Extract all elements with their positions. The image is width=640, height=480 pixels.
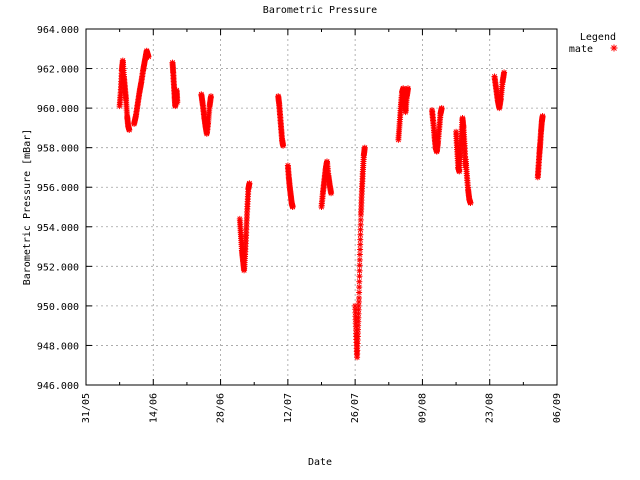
data-point xyxy=(438,105,445,112)
data-point xyxy=(357,231,364,238)
data-point xyxy=(501,69,508,76)
y-tick-label: 956.000 xyxy=(37,183,79,194)
y-axis-ticks: 946.000 948.000 950.000 952.000 954.000 956.0… xyxy=(37,25,557,392)
data-point xyxy=(356,256,363,263)
data-points xyxy=(116,47,546,361)
x-tick-label: 28/06 xyxy=(216,393,227,423)
x-axis-label: Date xyxy=(308,457,332,468)
y-tick-label: 952.000 xyxy=(37,262,79,273)
data-point xyxy=(280,142,287,149)
data-point xyxy=(208,93,214,100)
y-tick-label: 964.000 xyxy=(37,25,79,36)
x-tick-label: 06/09 xyxy=(552,393,563,423)
x-axis-ticks: 31/05 14/06 28/06 12/07 26/07 09/08 23/08 06/09 xyxy=(81,29,563,423)
data-point xyxy=(246,180,253,187)
data-point xyxy=(328,190,335,197)
x-tick-label: 23/08 xyxy=(485,393,496,423)
x-tick-label: 09/08 xyxy=(417,393,428,423)
data-point xyxy=(174,99,181,106)
data-point xyxy=(356,295,362,301)
y-tick-label: 946.000 xyxy=(37,381,79,392)
y-tick-label: 958.000 xyxy=(37,144,79,155)
data-point xyxy=(357,241,364,248)
data-point xyxy=(361,144,368,151)
x-tick-label: 12/07 xyxy=(283,393,294,423)
data-point xyxy=(405,85,411,92)
legend: Legend mate xyxy=(569,32,618,55)
x-tick-label: 31/05 xyxy=(81,393,92,423)
data-point xyxy=(126,126,133,133)
data-point xyxy=(467,200,474,206)
data-point xyxy=(356,289,363,296)
chart-title: Barometric Pressure xyxy=(263,5,377,16)
y-tick-label: 954.000 xyxy=(37,223,79,234)
data-point xyxy=(357,236,364,243)
data-point xyxy=(356,262,363,269)
data-point xyxy=(356,267,363,274)
y-tick-label: 962.000 xyxy=(37,65,79,76)
data-point xyxy=(539,113,546,119)
data-point xyxy=(289,204,296,210)
data-point xyxy=(356,273,363,280)
x-tick-label: 26/07 xyxy=(350,393,361,423)
grid-lines xyxy=(86,29,557,385)
data-point xyxy=(355,306,362,313)
y-tick-label: 948.000 xyxy=(37,341,79,352)
legend-entry-label: mate xyxy=(569,44,593,55)
y-axis-label: Barometric Pressure [mBar] xyxy=(22,129,33,286)
legend-marker-icon xyxy=(610,44,618,52)
data-point xyxy=(356,278,363,285)
data-point xyxy=(355,298,362,305)
data-point xyxy=(145,53,152,60)
x-tick-label: 14/06 xyxy=(148,393,159,423)
y-tick-label: 950.000 xyxy=(37,302,79,313)
data-point xyxy=(356,284,363,291)
y-tick-label: 960.000 xyxy=(37,104,79,115)
legend-title: Legend xyxy=(580,32,616,43)
data-point xyxy=(357,216,364,223)
